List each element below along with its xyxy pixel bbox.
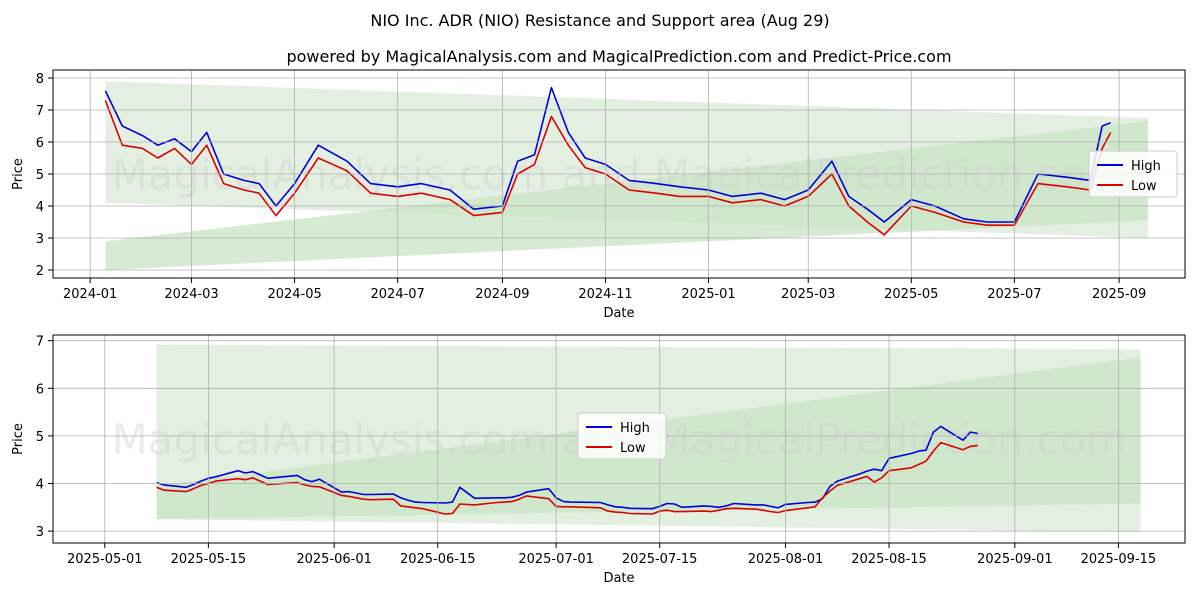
x-tick-label: 2024-09	[475, 287, 529, 302]
bottom-chart-panel: MagicalAnalysis.com and MagicalPredictio…	[11, 334, 1186, 586]
legend-label-high: High	[1131, 159, 1161, 174]
axes-frame	[52, 69, 1186, 279]
x-tick-label: 2024-07	[371, 287, 425, 302]
legend-label-high: High	[620, 421, 650, 436]
x-tick-label: 2025-07	[987, 287, 1041, 302]
series-line-high	[104, 86, 1111, 223]
y-axis-label: Price	[11, 158, 26, 190]
legend-label-low: Low	[620, 441, 646, 456]
y-tick-label: 5	[36, 430, 44, 445]
x-tick-label: 2025-06-15	[400, 552, 476, 567]
y-tick-label: 3	[36, 232, 44, 247]
chart-title: NIO Inc. ADR (NIO) Resistance and Suppor…	[370, 11, 829, 30]
x-tick-label: 2025-09-01	[977, 552, 1053, 567]
legend: High Low	[577, 412, 667, 460]
x-tick-label: 2025-07-15	[622, 552, 698, 567]
x-tick-label: 2024-11	[578, 287, 632, 302]
x-axis-label: Date	[603, 306, 634, 321]
y-tick-label: 7	[36, 335, 44, 350]
trend-band	[105, 121, 1148, 270]
y-tick-label: 6	[36, 382, 44, 397]
x-tick-label: 2025-08-01	[748, 552, 824, 567]
y-tick-label: 4	[36, 478, 44, 493]
x-tick-label: 2025-08-15	[851, 552, 927, 567]
x-tick-label: 2025-06-01	[296, 552, 372, 567]
plot-area: MagicalAnalysis.com and MagicalPredictio…	[104, 81, 1148, 270]
x-tick-label: 2025-07-01	[518, 552, 594, 567]
x-tick-label: 2025-09	[1092, 287, 1146, 302]
y-tick-label: 7	[36, 104, 44, 119]
x-tick-label: 2024-03	[164, 287, 218, 302]
y-tick-label: 4	[36, 200, 44, 215]
axes-frame	[52, 334, 1186, 544]
x-tick-label: 2024-01	[63, 287, 117, 302]
x-tick-label: 2024-05	[267, 287, 321, 302]
y-axis-label: Price	[11, 423, 26, 455]
top-chart-panel: MagicalAnalysis.com and MagicalPredictio…	[11, 69, 1186, 321]
x-tick-label: 2025-01	[681, 287, 735, 302]
series-line-high	[156, 425, 978, 510]
legend: High Low	[1088, 150, 1178, 198]
y-tick-label: 3	[36, 525, 44, 540]
x-tick-label: 2025-09-15	[1081, 552, 1157, 567]
y-tick-label: 2	[36, 264, 44, 279]
series-line-low	[104, 100, 1112, 236]
x-tick-label: 2025-05-01	[67, 552, 143, 567]
legend-label-low: Low	[1131, 179, 1157, 194]
x-axis-label: Date	[603, 571, 634, 586]
y-tick-label: 8	[36, 72, 44, 87]
x-tick-label: 2025-03	[781, 287, 835, 302]
chart-subtitle: powered by MagicalAnalysis.com and Magic…	[286, 47, 951, 66]
y-tick-label: 6	[36, 136, 44, 151]
y-tick-label: 5	[36, 168, 44, 183]
x-tick-label: 2025-05-15	[171, 552, 247, 567]
x-tick-label: 2025-05	[884, 287, 938, 302]
